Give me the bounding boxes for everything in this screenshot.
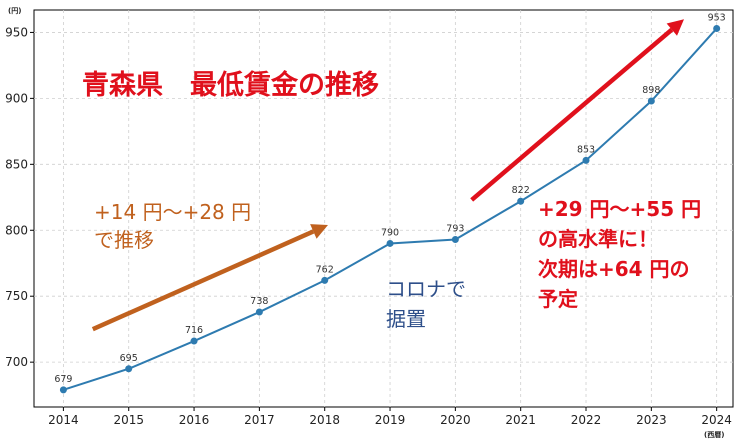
y-tick-label: 800 [5, 223, 28, 237]
x-tick-label: 2020 [440, 413, 471, 427]
data-point [386, 239, 394, 247]
data-label: 822 [512, 185, 530, 196]
data-label: 793 [446, 223, 464, 234]
x-tick-label: 2022 [571, 413, 602, 427]
data-label: 738 [250, 296, 268, 307]
data-point [517, 197, 525, 205]
data-point [255, 308, 263, 316]
y-tick-label: 850 [5, 157, 28, 171]
trend-arrow-shaft-2 [470, 27, 674, 202]
data-point [125, 365, 133, 373]
trend-arrow-head-2 [666, 19, 685, 36]
annotation-growth-early: +14 円～+28 円 で推移 [94, 200, 258, 252]
annotation-growth-early-line-2: で推移 [94, 228, 154, 252]
annotation-growth-recent-line-1: +29 円～+55 円 [538, 197, 701, 221]
series-layer [59, 24, 721, 394]
data-label: 898 [642, 85, 660, 96]
x-tick-label: 2021 [505, 413, 536, 427]
data-label: 716 [185, 325, 203, 336]
x-tick-label: 2015 [113, 413, 144, 427]
arrows [91, 19, 685, 332]
data-label: 853 [577, 144, 595, 155]
x-tick-label: 2014 [48, 413, 79, 427]
x-tick-label: 2016 [179, 413, 210, 427]
data-point [451, 235, 459, 243]
data-point [321, 276, 329, 284]
annotation-corona-line-2: 据置 [386, 307, 426, 331]
annotation-growth-recent-line-3: 次期は+64 円の [538, 257, 690, 281]
data-point [647, 97, 655, 105]
annotation-growth-recent-line-4: 予定 [538, 287, 578, 311]
x-tick-label: 2023 [636, 413, 667, 427]
x-tick-label: 2017 [244, 413, 275, 427]
chart-title: 青森県 最低賃金の推移 [82, 69, 379, 101]
x-tick-label: 2024 [701, 413, 732, 427]
x-tick-label: 2019 [375, 413, 406, 427]
y-tick-label: 700 [5, 355, 28, 369]
trend-arrow-shaft-1 [91, 229, 315, 332]
annotation-growth-early-line-1: +14 円～+28 円 [94, 200, 251, 224]
data-label: 679 [54, 374, 72, 385]
data-point [713, 24, 721, 32]
data-label: 953 [708, 12, 726, 23]
plot-frame [33, 9, 734, 408]
data-point [582, 156, 590, 164]
data-labels: 679 695 716 738 762 790 793 822 853 898 953 [54, 12, 725, 384]
ticks: 700 750 800 850 900 950 2014 2015 2016 2017 2018 20… [5, 25, 732, 427]
y-tick-label: 750 [5, 289, 28, 303]
data-label: 762 [316, 264, 334, 275]
annotation-growth-recent: +29 円～+55 円 の高水準に！ 次期は+64 円の 予定 [538, 197, 708, 311]
y-unit-label: (円) [8, 7, 21, 15]
data-point [59, 386, 67, 394]
y-tick-label: 950 [5, 25, 28, 39]
x-unit-label: (西暦) [704, 430, 724, 439]
data-label: 695 [120, 353, 138, 364]
x-tick-label: 2018 [309, 413, 340, 427]
annotation-growth-recent-line-2: の高水準に！ [538, 227, 658, 251]
y-tick-label: 900 [5, 91, 28, 105]
annotation-corona: コロナで 据置 [386, 277, 472, 331]
data-point [190, 337, 198, 345]
data-label: 790 [381, 227, 399, 238]
trend-arrow-head-1 [310, 224, 328, 239]
annotation-corona-line-1: コロナで [386, 277, 466, 301]
